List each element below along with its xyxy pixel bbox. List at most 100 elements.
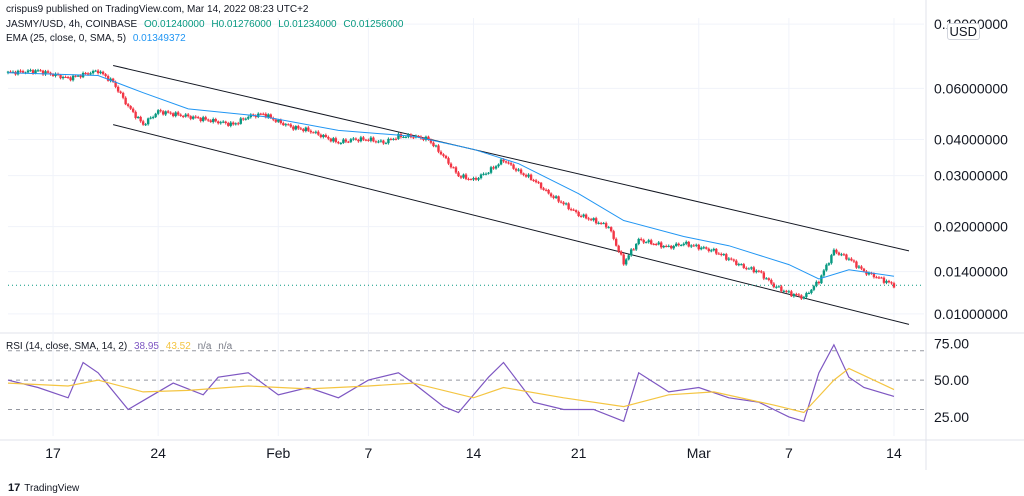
channel-lower-line[interactable] <box>112 124 910 325</box>
candle-body <box>715 248 718 254</box>
candle-body <box>297 126 300 129</box>
candle-body <box>34 70 37 74</box>
candle-body <box>334 138 338 143</box>
candle-body <box>179 114 182 116</box>
candle-body <box>594 218 598 224</box>
rsi-axis[interactable]: 75.00 50.00 25.00 <box>934 335 969 425</box>
candle-body <box>717 253 720 255</box>
publisher-line: crispus9 published on TradingView.com, M… <box>6 4 313 15</box>
open-value: O0.01240000 <box>143 19 205 30</box>
candle-body <box>582 214 585 217</box>
candle-body <box>752 267 756 273</box>
candle-body <box>705 247 708 249</box>
price-tick-label: 0.04000000 <box>934 131 1008 147</box>
candle-body <box>422 138 425 140</box>
candle-body <box>79 75 82 78</box>
candle-body <box>372 137 375 142</box>
currency-badge[interactable]: USD <box>946 23 980 40</box>
candle-body <box>584 214 588 219</box>
candle-body <box>242 118 245 120</box>
candle-body <box>592 218 595 221</box>
candle-body <box>512 164 515 169</box>
candle-body <box>579 215 583 217</box>
symbol-line: JASMY/USD, 4h, COINBASE O0.01240000 H0.0… <box>6 19 407 30</box>
rsi-sma-line[interactable] <box>7 367 895 414</box>
candle-body <box>742 264 746 268</box>
candle-body <box>54 73 57 77</box>
candle-body <box>254 115 257 118</box>
candle-body <box>482 173 485 175</box>
candle-body <box>384 143 388 145</box>
candle-body <box>377 141 380 143</box>
candle-body <box>652 243 655 245</box>
footer-brand[interactable]: 17 TradingView <box>8 482 79 494</box>
candle-body <box>697 244 700 250</box>
candle-body <box>757 270 761 272</box>
candle-body <box>477 178 480 180</box>
candle-body <box>146 118 150 125</box>
candle-body <box>692 245 695 247</box>
candle-body <box>589 219 593 221</box>
candle-body <box>189 116 192 119</box>
candle-body <box>629 249 633 256</box>
candle-body <box>304 127 308 132</box>
candle-body <box>817 281 821 284</box>
time-tick-label: 24 <box>150 445 166 461</box>
candle-body <box>772 283 776 288</box>
ema-line[interactable] <box>7 72 895 280</box>
candle-body <box>367 139 370 141</box>
candle-body <box>244 118 247 120</box>
candle-body <box>109 78 112 81</box>
candle-body <box>872 273 876 278</box>
candle-body <box>544 189 548 191</box>
ema-label[interactable]: EMA (25, close, 0, SMA, 5) <box>6 33 127 44</box>
price-pane[interactable] <box>6 64 924 325</box>
candle-body <box>562 202 565 205</box>
rsi-line[interactable] <box>7 343 895 423</box>
candle-body <box>129 105 132 109</box>
rsi-value: 38.95 <box>133 341 159 352</box>
candle-body <box>144 124 147 126</box>
candle-body <box>239 118 242 124</box>
candle-body <box>554 196 558 198</box>
candle-body <box>274 119 277 122</box>
candle-body <box>397 133 400 139</box>
candle-body <box>89 73 92 75</box>
candle-body <box>760 271 763 273</box>
candle-body <box>865 271 868 275</box>
candle-body <box>815 281 818 287</box>
candle-body <box>412 137 415 139</box>
candle-body <box>171 113 175 117</box>
candle-body <box>219 122 222 124</box>
candle-body <box>755 270 758 273</box>
candle-body <box>444 155 448 159</box>
candle-body <box>792 294 796 297</box>
time-axis[interactable]: 17 24 Feb 7 14 21 Mar 7 14 <box>45 445 902 461</box>
rsi-tick-label: 50.00 <box>934 372 969 388</box>
candle-body <box>597 222 600 224</box>
symbol-label[interactable]: JASMY/USD, 4h, COINBASE <box>6 19 138 30</box>
channel-upper-line[interactable] <box>113 64 910 252</box>
candle-body <box>795 294 798 296</box>
candle-body <box>279 119 282 124</box>
candle-body <box>665 245 668 247</box>
rsi-pane[interactable] <box>7 343 924 423</box>
close-value: C0.01256000 <box>343 19 404 30</box>
candle-body <box>284 124 288 126</box>
rsi-label[interactable]: RSI (14, close, SMA, 14, 2) <box>6 341 128 352</box>
candle-body <box>740 264 743 266</box>
candle-body <box>690 245 693 247</box>
candle-body <box>21 71 25 73</box>
candle-body <box>387 138 390 144</box>
candle-body <box>680 245 683 247</box>
candle-body <box>277 119 280 122</box>
rsi-na-2: n/a <box>218 341 233 352</box>
candle-body <box>827 263 831 265</box>
candle-body <box>432 142 435 147</box>
candle-body <box>787 291 791 293</box>
candle-body <box>484 173 488 175</box>
candle-body <box>820 275 823 284</box>
candle-body <box>847 258 851 260</box>
candle-body <box>106 76 110 81</box>
